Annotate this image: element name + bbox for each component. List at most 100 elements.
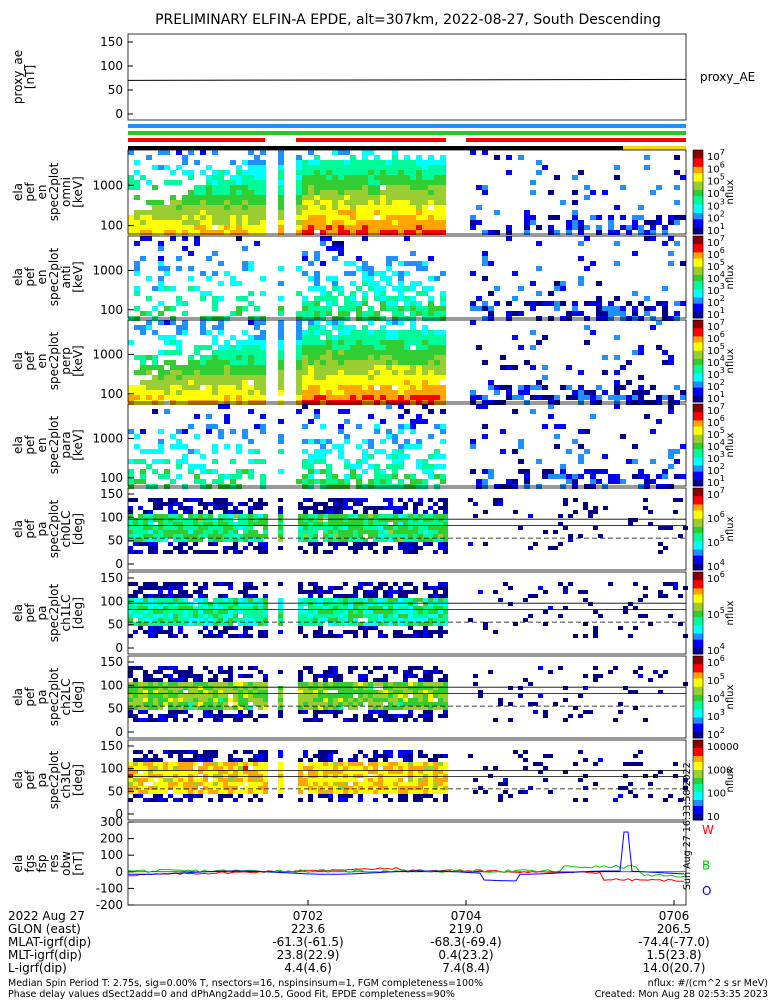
pitch-angle-cell (413, 698, 418, 702)
colorbar-cell (693, 162, 703, 166)
pitch-angle-cell (338, 542, 343, 546)
spectrogram-cell (488, 469, 494, 474)
pitch-angle-cell (423, 706, 428, 710)
colorbar-tick-label: 101 (707, 306, 725, 321)
pitch-angle-cell (213, 718, 218, 722)
pitch-angle-cell (363, 718, 368, 722)
spectrogram-cell (392, 180, 398, 185)
spectrogram-cell (386, 345, 392, 350)
spectrogram-cell (194, 160, 200, 165)
spectrogram-cell (248, 205, 254, 210)
pitch-angle-cell (403, 582, 408, 586)
pitch-angle-cell (563, 502, 568, 506)
pitch-angle-cell (433, 706, 438, 710)
pitch-angle-cell (213, 634, 218, 638)
spectrogram-cell (206, 330, 212, 335)
spectrogram-cell (506, 170, 512, 175)
spectrogram-cell (140, 215, 146, 220)
pitch-angle-cell (443, 598, 448, 602)
spectrogram-cell (530, 345, 536, 350)
spectrogram-cell (578, 370, 584, 375)
spectrogram-cell (584, 429, 590, 434)
spectrogram-cell (242, 469, 248, 474)
pitch-angle-cell (243, 706, 248, 710)
spectrogram-cell (410, 325, 416, 330)
spectrogram-cell (278, 375, 284, 380)
spectrogram-cell (320, 479, 326, 484)
spectrogram-cell (584, 395, 590, 400)
spectrogram-cell (182, 155, 188, 160)
pitch-angle-cell (418, 698, 423, 702)
pitch-angle-cell (143, 618, 148, 622)
pitch-angle-cell (238, 598, 243, 602)
pitch-angle-cell (318, 622, 323, 626)
pitch-angle-cell (228, 714, 233, 718)
pitch-angle-cell (278, 598, 283, 602)
pitch-angle-cell (253, 686, 258, 690)
pitch-angle-cell (338, 530, 343, 534)
pitch-angle-cell (238, 690, 243, 694)
spectrogram-cell (230, 479, 236, 484)
pitch-angle-cell (363, 594, 368, 598)
spectrogram-cell (326, 380, 332, 385)
pitch-angle-cell (203, 714, 208, 718)
spectrogram-cell (398, 340, 404, 345)
spectrogram-cell (620, 385, 626, 390)
spectrogram-cell (254, 360, 260, 365)
pitch-angle-cell (178, 710, 183, 714)
pitch-angle-cell (223, 538, 228, 542)
spectrogram-cell (320, 180, 326, 185)
pitch-angle-cell (243, 538, 248, 542)
pitch-angle-cell (338, 706, 343, 710)
pitch-angle-cell (398, 546, 403, 550)
spectrogram-cell (584, 449, 590, 454)
spectrogram-cell (152, 469, 158, 474)
spectrogram-cell (152, 316, 158, 321)
pitch-angle-cell (258, 546, 263, 550)
pitch-angle-cell (218, 670, 223, 674)
spectrogram-cell (566, 225, 572, 230)
pitch-angle-cell (433, 586, 438, 590)
pitch-angle-cell (143, 526, 148, 530)
pitch-angle-cell (223, 550, 228, 554)
spectrogram-cell (338, 325, 344, 330)
pitch-angle-cell (223, 534, 228, 538)
pitch-angle-cell (138, 750, 143, 754)
pitch-angle-cell (128, 798, 133, 802)
spectrogram-cell (482, 261, 488, 266)
spectrogram-cell (434, 160, 440, 165)
spectrogram-cell (392, 311, 398, 316)
pitch-angle-cell (318, 510, 323, 514)
spectrogram-cell (482, 400, 488, 405)
pitch-angle-cell (318, 710, 323, 714)
pitch-angle-cell (143, 762, 148, 766)
spectrogram-cell (434, 449, 440, 454)
pitch-angle-cell (313, 550, 318, 554)
spectrogram-cell (170, 230, 176, 235)
pitch-angle-cell (258, 702, 263, 706)
spectrogram-cell (380, 220, 386, 225)
spectrogram-cell (614, 385, 620, 390)
energy-tick-label: 100 (100, 387, 123, 401)
spectrogram-cell (164, 360, 170, 365)
pitch-angle-cell (183, 582, 188, 586)
pitch-angle-cell (573, 510, 578, 514)
pitch-angle-cell (438, 626, 443, 630)
pitch-angle-cell (198, 622, 203, 626)
pitch-angle-cell (383, 678, 388, 682)
pitch-angle-cell (218, 690, 223, 694)
pitch-angle-cell (278, 518, 283, 522)
spectrogram-cell (338, 185, 344, 190)
spectrogram-cell (338, 424, 344, 429)
colorbar-cell (693, 260, 703, 264)
pitch-angle-cell (383, 710, 388, 714)
spectrogram-cell (218, 210, 224, 215)
colorbar-cell (693, 684, 703, 688)
spectrogram-cell (596, 296, 602, 301)
pitch-angle-cell (258, 630, 263, 634)
pitch-angle-cell (253, 598, 258, 602)
spectrogram-cell (134, 241, 140, 246)
colorbar-cell (693, 320, 703, 323)
colorbar-cell (693, 285, 703, 288)
pitch-angle-cell (338, 634, 343, 638)
